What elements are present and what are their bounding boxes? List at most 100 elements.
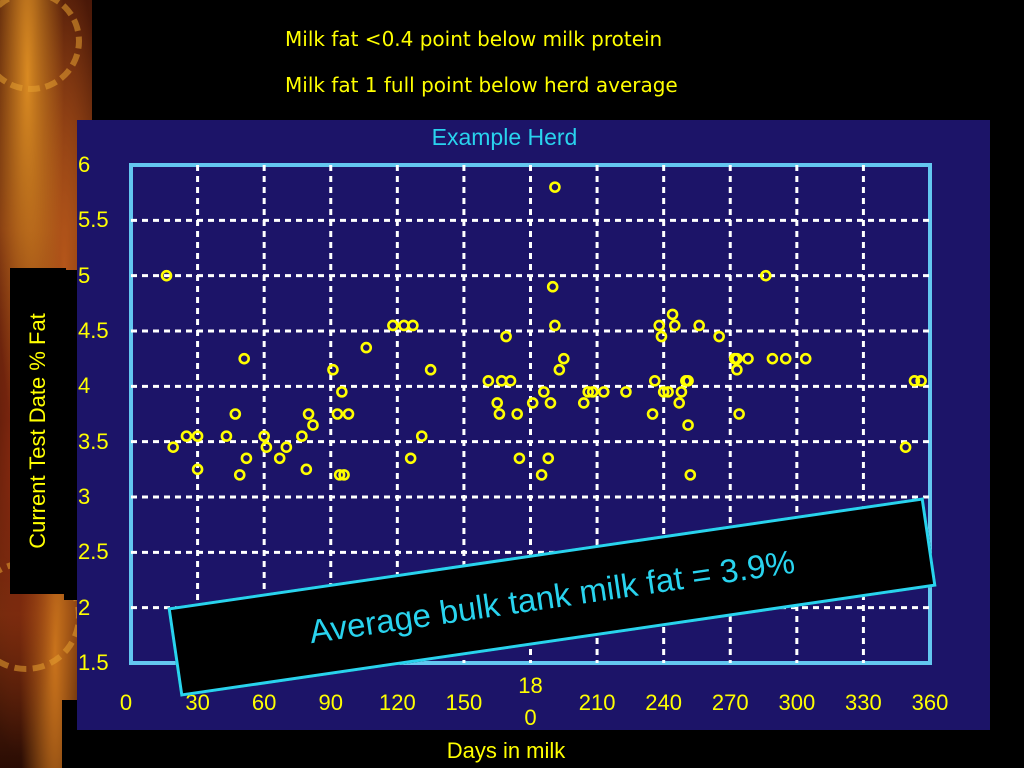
data-point: [491, 397, 504, 409]
data-point: [342, 408, 355, 420]
data-point: [482, 374, 495, 387]
data-point: [657, 386, 670, 398]
y-tick-label: 4: [78, 373, 91, 399]
data-point: [742, 352, 754, 365]
data-point: [307, 419, 319, 431]
data-point: [666, 308, 679, 321]
data-point: [546, 280, 559, 293]
data-point: [233, 469, 246, 481]
data-point: [191, 430, 204, 442]
x-tick-label: 60: [251, 690, 277, 715]
data-point: [731, 352, 743, 365]
y-tick-label: 3.5: [78, 428, 109, 454]
x-tick-label: 330: [845, 690, 882, 715]
data-point: [338, 469, 350, 481]
data-point: [424, 363, 437, 376]
data-point: [544, 397, 557, 409]
data-point: [549, 181, 561, 193]
x-tick-label: 270: [711, 690, 749, 715]
data-point: [682, 374, 694, 387]
data-point: [511, 408, 523, 420]
data-point: [404, 452, 417, 465]
data-point: [899, 441, 912, 454]
data-point: [766, 352, 779, 365]
data-point: [191, 463, 204, 476]
x-tick-label: 150: [445, 690, 483, 715]
data-point: [799, 352, 812, 365]
y-axis-label-background: [10, 268, 66, 594]
data-point: [675, 386, 688, 398]
data-point: [387, 319, 399, 332]
data-point: [779, 352, 792, 365]
data-point: [336, 386, 348, 398]
y-tick-label: 1.5: [78, 650, 109, 675]
data-point: [229, 408, 242, 420]
y-tick-label: 5.5: [78, 207, 109, 233]
data-point: [915, 374, 927, 387]
data-point: [542, 452, 555, 465]
data-point: [280, 441, 293, 454]
y-tick-label: 4.5: [78, 318, 109, 343]
data-point: [535, 469, 548, 481]
subtitle-protein-condition: Milk fat <0.4 point below milk protein: [285, 27, 663, 51]
data-point: [668, 319, 681, 332]
y-tick-label: 5: [78, 262, 91, 288]
data-point: [684, 469, 697, 481]
data-point: [407, 319, 419, 332]
data-point: [513, 452, 526, 465]
data-point: [500, 330, 512, 343]
x-tick-label: 120: [378, 690, 416, 715]
y-tick-label: 2.5: [78, 539, 109, 565]
data-point: [238, 352, 250, 365]
data-point: [582, 386, 595, 398]
subtitle-herd-average-condition: Milk fat 1 full point below herd average: [285, 73, 678, 97]
data-point: [653, 319, 666, 332]
y-tick-label: 3: [78, 484, 91, 509]
data-point: [273, 452, 286, 465]
data-point: [655, 330, 668, 343]
data-point: [759, 269, 772, 282]
y-tick-label: 6: [78, 152, 91, 177]
data-point: [526, 397, 539, 409]
data-point: [682, 419, 694, 431]
data-point: [360, 341, 373, 354]
x-tick-label: 210: [578, 690, 616, 715]
data-point: [333, 469, 346, 481]
data-point: [713, 330, 725, 343]
x-tick-label: 360: [911, 690, 949, 715]
data-point: [504, 374, 517, 387]
data-point: [300, 463, 313, 476]
data-point: [557, 352, 570, 365]
data-point: [673, 397, 686, 409]
data-point: [258, 430, 270, 442]
data-point: [662, 386, 674, 398]
data-point: [577, 397, 590, 409]
data-point: [648, 374, 661, 387]
data-point: [549, 319, 561, 332]
y-axis-label: Current Test Date % Fat: [25, 313, 50, 549]
x-tick-label: 90: [318, 690, 343, 715]
data-point: [331, 408, 344, 420]
data-point: [597, 386, 610, 398]
data-point: [538, 386, 550, 398]
data-point: [327, 363, 339, 376]
data-point: [302, 408, 315, 420]
data-point: [220, 430, 233, 442]
data-point: [731, 363, 743, 376]
data-point: [167, 441, 179, 454]
data-point: [180, 430, 193, 442]
data-point: [296, 430, 308, 442]
x-tick-label: 0: [119, 690, 133, 715]
data-point: [908, 374, 921, 387]
data-point: [553, 363, 566, 376]
data-point: [586, 386, 599, 398]
data-point: [693, 319, 705, 332]
x-axis-label: Days in milk: [446, 738, 566, 763]
data-point: [160, 269, 173, 282]
x-tick-label: 18 0: [518, 673, 543, 730]
x-tick-label: 300: [778, 690, 816, 715]
data-point: [620, 386, 632, 398]
data-point: [646, 408, 659, 420]
data-point: [415, 430, 428, 442]
